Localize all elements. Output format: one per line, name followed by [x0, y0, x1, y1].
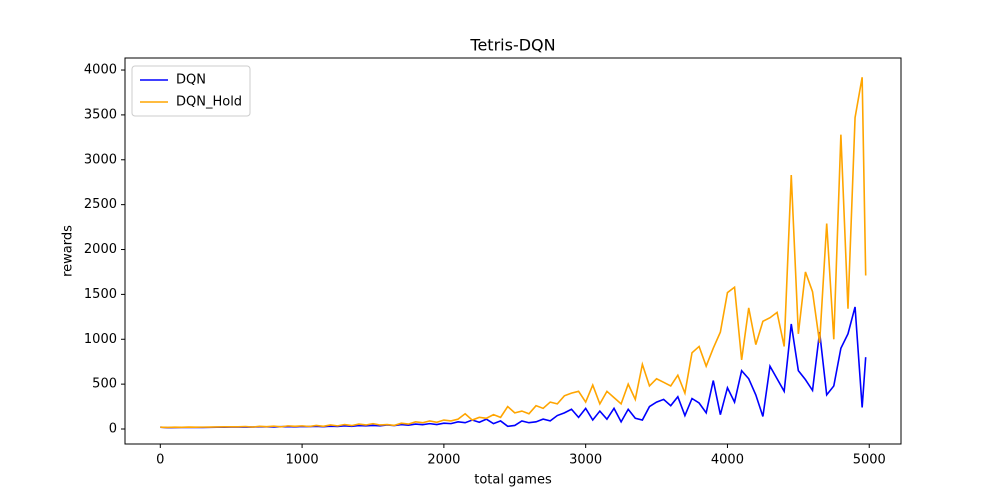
- y-tick-label: 3500: [84, 107, 117, 122]
- legend-box: [131, 65, 251, 117]
- x-tick-label: 1000: [286, 453, 319, 468]
- plot-frame: [124, 57, 902, 445]
- legend-label: DQN_Hold: [176, 95, 242, 110]
- x-tick-label: 5000: [853, 453, 886, 468]
- data-line: [160, 306, 867, 429]
- y-tick-label: 1000: [84, 332, 117, 347]
- x-tick-label: 4000: [711, 453, 744, 468]
- y-axis-label: rewards: [61, 225, 76, 277]
- y-tick-label: 4000: [84, 63, 117, 78]
- data-line: [160, 77, 867, 429]
- legend-label: DQN: [176, 73, 206, 88]
- chart-title: Tetris-DQN: [469, 36, 555, 55]
- y-tick-label: 2500: [84, 197, 117, 212]
- x-tick-label: 2000: [427, 453, 460, 468]
- y-tick-label: 3000: [84, 152, 117, 167]
- y-tick-label: 500: [92, 377, 117, 392]
- x-axis-label: total games: [474, 473, 552, 488]
- y-tick-label: 2000: [84, 242, 117, 257]
- x-tick-label: 0: [156, 453, 164, 468]
- y-tick-label: 1500: [84, 287, 117, 302]
- x-tick-label: 3000: [569, 453, 602, 468]
- y-tick-label: 0: [109, 422, 117, 437]
